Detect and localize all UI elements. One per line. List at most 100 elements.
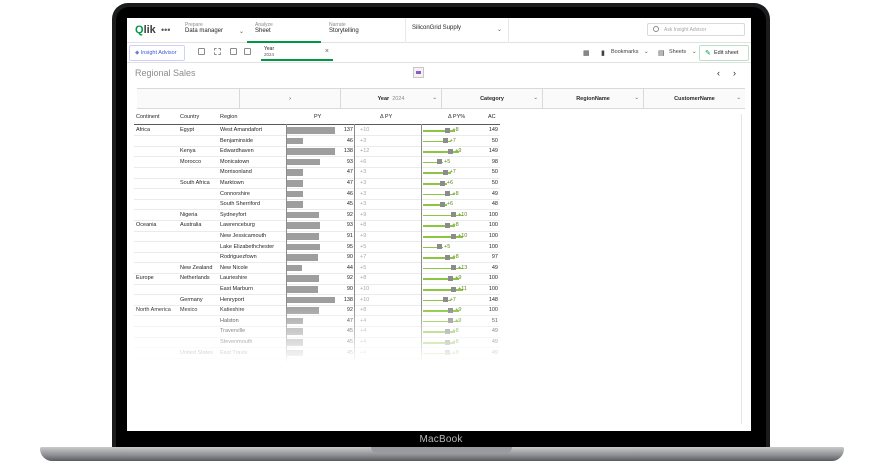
selections-tool-icon[interactable] bbox=[214, 48, 221, 55]
sales-table: Continent Country Region PY Δ PY Δ PY% A… bbox=[134, 114, 514, 374]
row-gridline bbox=[134, 177, 500, 179]
column-header-ac[interactable]: AC bbox=[488, 114, 496, 120]
cell-delta-py: +6 bbox=[360, 158, 367, 165]
cell-country: Nigeria bbox=[180, 211, 198, 218]
column-divider bbox=[354, 124, 355, 364]
delta-marker bbox=[451, 212, 456, 218]
vertical-scrollbar[interactable] bbox=[741, 114, 742, 424]
sheets-icon[interactable]: ▤ bbox=[658, 50, 665, 57]
column-header-py[interactable]: PY bbox=[314, 114, 322, 120]
phase-prepare[interactable]: Prepare Data manager ⌄ bbox=[177, 18, 247, 43]
phase-subtitle: Storytelling bbox=[329, 27, 359, 34]
app-selector[interactable]: SiliconGrid Supply ⌄ bbox=[405, 18, 509, 43]
previous-sheet-icon[interactable]: ‹ bbox=[717, 68, 720, 78]
table-row[interactable]: Connorshire 46 +3 +8 49 bbox=[134, 189, 500, 200]
row-gridline bbox=[134, 198, 500, 200]
cell-ac: 100 bbox=[488, 211, 498, 218]
cell-delta-py-pct: +6 bbox=[446, 201, 454, 208]
table-row[interactable]: South Africa Marktown 47 +3 +6 50 bbox=[134, 178, 500, 190]
filter-pane-regionname[interactable]: RegionName ⌄ bbox=[543, 89, 644, 108]
table-row[interactable]: Rodriguezfown 90 +7 +8 97 bbox=[134, 252, 500, 264]
chart-type-icon[interactable] bbox=[413, 67, 424, 78]
cell-ac: 149 bbox=[488, 127, 498, 133]
column-header-region[interactable]: Region bbox=[220, 114, 238, 120]
phase-title: Prepare bbox=[185, 21, 203, 28]
table-row[interactable]: Lake Elizabethchester 95 +5 +5 100 bbox=[134, 242, 500, 253]
cell-ac: 50 bbox=[491, 180, 498, 186]
table-row[interactable]: Kenya Edwardhaven 138 +12 +9 149 bbox=[134, 146, 500, 158]
filter-pane-scroll[interactable]: › bbox=[240, 89, 341, 108]
filter-pane-empty[interactable] bbox=[137, 89, 240, 108]
cell-py: 93 bbox=[346, 158, 353, 165]
table-row[interactable]: Morocco Monicatown 93 +6 +5 98 bbox=[134, 157, 500, 168]
close-icon[interactable]: × bbox=[324, 48, 329, 55]
bookmarks-button[interactable]: Bookmarks bbox=[611, 49, 639, 55]
cell-region: East Marburn bbox=[220, 286, 254, 292]
more-menu-icon[interactable]: ••• bbox=[161, 25, 171, 35]
chevron-down-icon: ⌄ bbox=[634, 95, 639, 101]
cell-py: 44 bbox=[346, 264, 353, 271]
cell-delta-py: +3 bbox=[360, 169, 367, 176]
next-sheet-icon[interactable]: › bbox=[733, 68, 736, 78]
table-row[interactable]: East Marburn 90 +10 +11 100 bbox=[134, 284, 500, 296]
grid-icon[interactable]: ▦ bbox=[583, 50, 590, 57]
selection-chip-year[interactable]: Year 2024 × bbox=[261, 44, 333, 61]
phase-narrate[interactable]: Narrate Storytelling bbox=[321, 18, 395, 43]
cell-country: Egypt bbox=[180, 127, 195, 133]
cell-ac: 100 bbox=[488, 275, 498, 282]
filter-sub: 2024 bbox=[392, 96, 405, 102]
cell-delta-py: +10 bbox=[360, 296, 370, 303]
column-header-delta-py[interactable]: Δ PY bbox=[380, 114, 393, 120]
step-back-icon[interactable] bbox=[230, 48, 237, 55]
column-header-delta-py-pct[interactable]: Δ PY% bbox=[448, 114, 466, 120]
edit-sheet-button[interactable]: ✎ Edit sheet bbox=[699, 45, 749, 61]
row-gridline bbox=[134, 294, 500, 296]
filter-pane-customername[interactable]: CustomerName ⌄ bbox=[644, 89, 745, 108]
cell-py: 90 bbox=[346, 254, 353, 261]
insight-advisor-button[interactable]: ◆ Insight Advisor bbox=[129, 45, 185, 61]
app-name: SiliconGrid Supply bbox=[412, 24, 462, 31]
cell-ac: 50 bbox=[491, 137, 498, 144]
table-row[interactable]: Morrisonland 47 +3 +7 50 bbox=[134, 167, 500, 179]
table-row[interactable]: Benjaminside 46 +3 +7 50 bbox=[134, 136, 500, 147]
delta-line bbox=[423, 140, 451, 143]
table-row[interactable]: Africa Egypt West Amandafort 137 +10 +8 149 bbox=[134, 125, 500, 137]
cell-country: New Zealand bbox=[180, 264, 213, 271]
pencil-icon: ✎ bbox=[705, 50, 711, 57]
py-bar bbox=[287, 190, 304, 198]
insight-search-input[interactable]: Ask Insight Advisor bbox=[647, 23, 745, 36]
cell-py: 138 bbox=[343, 148, 353, 155]
cell-delta-py-pct: +6 bbox=[446, 180, 454, 186]
delta-marker bbox=[442, 169, 448, 175]
table-row[interactable]: Oceania Australia Lawrenceburg 93 +8 +8 100 bbox=[134, 220, 500, 232]
sheets-button[interactable]: Sheets bbox=[669, 49, 687, 55]
bookmark-icon[interactable]: ▮ bbox=[601, 50, 605, 57]
cell-delta-py: +8 bbox=[360, 222, 367, 229]
cell-ac: 148 bbox=[488, 296, 498, 303]
table-row[interactable]: South Sherriford 45 +3 +6 48 bbox=[134, 199, 500, 211]
cell-py: 92 bbox=[346, 211, 353, 218]
qlik-logo[interactable]: Qlik bbox=[135, 24, 156, 36]
table-row[interactable]: New Zealand New Nicole 44 +5 +13 49 bbox=[134, 263, 500, 274]
cell-py: 46 bbox=[346, 190, 353, 197]
filter-pane-year[interactable]: Year 2024 ⌄ bbox=[341, 89, 442, 108]
cell-country: Netherlands bbox=[180, 275, 210, 282]
cell-py: 90 bbox=[346, 286, 353, 292]
cell-region: Monicatown bbox=[220, 158, 250, 165]
phase-analyze[interactable]: Analyze Sheet bbox=[247, 18, 321, 43]
delta-line bbox=[423, 172, 451, 174]
filter-label: Category bbox=[480, 96, 504, 102]
clear-selections-icon[interactable] bbox=[244, 48, 251, 55]
cell-delta-py-pct: +13 bbox=[458, 264, 468, 271]
filter-pane-category[interactable]: Category ⌄ bbox=[442, 89, 543, 108]
cell-ac: 50 bbox=[491, 169, 498, 176]
cell-delta-py-pct: +9 bbox=[455, 148, 462, 155]
cell-ac: 49 bbox=[491, 190, 498, 197]
table-row[interactable]: Europe Netherlands Laurieshire 92 +8 +9 100 bbox=[134, 273, 500, 285]
table-row[interactable]: Nigeria Sydneyfort 92 +9 +10 100 bbox=[134, 210, 500, 221]
row-gridline bbox=[134, 209, 500, 211]
smart-search-icon[interactable] bbox=[198, 48, 205, 55]
table-row[interactable]: New Jessicamouth 91 +9 +10 100 bbox=[134, 231, 500, 243]
column-header-continent[interactable]: Continent bbox=[136, 114, 160, 120]
column-header-country[interactable]: Country bbox=[180, 114, 200, 120]
